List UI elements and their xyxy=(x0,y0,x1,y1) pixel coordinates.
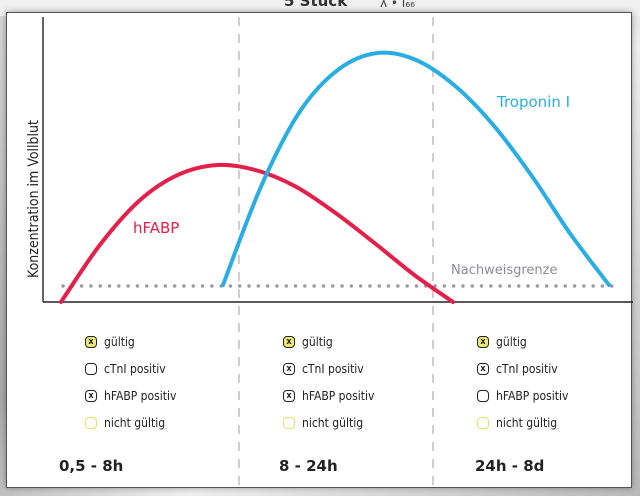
status-item: x gültig xyxy=(477,335,527,349)
status-label: hFABP positiv xyxy=(104,389,177,403)
empty-box-icon xyxy=(85,363,97,375)
status-label: hFABP positiv xyxy=(302,389,375,403)
status-label: cTnI positiv xyxy=(302,362,364,376)
chart-panel: Konzentration im Vollblut Nachweisgrenze… xyxy=(6,12,633,489)
status-label: gültig xyxy=(496,335,527,349)
empty-box-icon xyxy=(283,417,295,429)
status-label: cTnI positiv xyxy=(496,362,558,376)
empty-box-icon xyxy=(477,417,489,429)
empty-box-icon xyxy=(85,417,97,429)
status-item: x cTnI positiv xyxy=(283,362,364,376)
checked-box-icon: x xyxy=(85,336,97,348)
series-label-troponin-i: Troponin I xyxy=(496,93,570,111)
period-time-label: 8 - 24h xyxy=(279,457,338,475)
background-symbol: λ • Ι₆₆ xyxy=(380,0,415,10)
status-item: x hFABP positiv xyxy=(85,389,176,403)
threshold-label: Nachweisgrenze xyxy=(451,263,557,278)
status-item: x gültig xyxy=(283,335,333,349)
period-time-label: 24h - 8d xyxy=(475,457,545,475)
status-item: cTnI positiv xyxy=(85,362,166,376)
status-label: nicht gültig xyxy=(104,416,166,430)
status-label: gültig xyxy=(302,335,333,349)
period-time-label: 0,5 - 8h xyxy=(59,457,124,475)
status-item: x gültig xyxy=(85,335,135,349)
empty-box-icon xyxy=(477,390,489,402)
status-item: nicht gültig xyxy=(85,416,165,430)
checked-box-icon: x xyxy=(477,363,489,375)
status-item: x cTnI positiv xyxy=(477,362,558,376)
checked-box-icon: x xyxy=(283,336,295,348)
series-line-troponin-i xyxy=(221,50,611,287)
chart-svg: Nachweisgrenze hFABP Troponin I xyxy=(42,17,633,489)
status-label: nicht gültig xyxy=(302,416,364,430)
status-label: gültig xyxy=(104,335,135,349)
status-item: nicht gültig xyxy=(477,416,557,430)
checked-box-icon: x xyxy=(85,390,97,402)
status-label: hFABP positiv xyxy=(496,389,569,403)
checked-box-icon: x xyxy=(283,363,295,375)
checked-box-icon: x xyxy=(283,390,295,402)
series-label-hfabp: hFABP xyxy=(133,219,179,237)
status-label: nicht gültig xyxy=(496,416,558,430)
status-label: cTnI positiv xyxy=(104,362,166,376)
background-caption: 5 Stück xyxy=(284,0,348,10)
series-line-hfabp xyxy=(59,162,455,304)
status-item: x hFABP positiv xyxy=(283,389,374,403)
checked-box-icon: x xyxy=(477,336,489,348)
status-item: nicht gültig xyxy=(283,416,363,430)
status-item: hFABP positiv xyxy=(477,389,568,403)
